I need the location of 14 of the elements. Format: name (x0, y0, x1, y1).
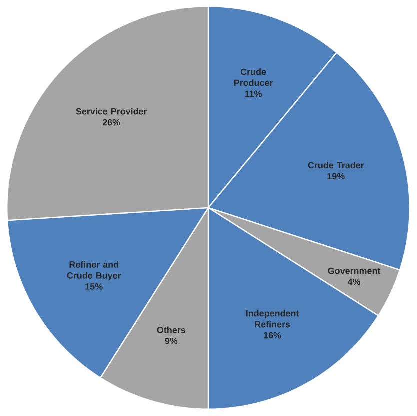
slice-label: Independent Refiners (246, 310, 300, 328)
slice-label: Others (157, 326, 186, 334)
slice-label: Crude Trader (308, 162, 364, 169)
data-label: 4% (348, 278, 361, 286)
slice-label: Crude Producer (234, 68, 274, 86)
data-label: 16% (264, 332, 282, 339)
data-label: 26% (102, 119, 120, 126)
slice-label: Refiner and Crude Buyer (67, 261, 122, 281)
data-label: 15% (86, 284, 103, 290)
slice-label: Service Provider (76, 108, 148, 115)
data-label: 9% (165, 338, 178, 344)
data-label: 11% (245, 90, 262, 98)
slice-label: Government (328, 268, 381, 274)
data-label: 19% (328, 173, 345, 180)
